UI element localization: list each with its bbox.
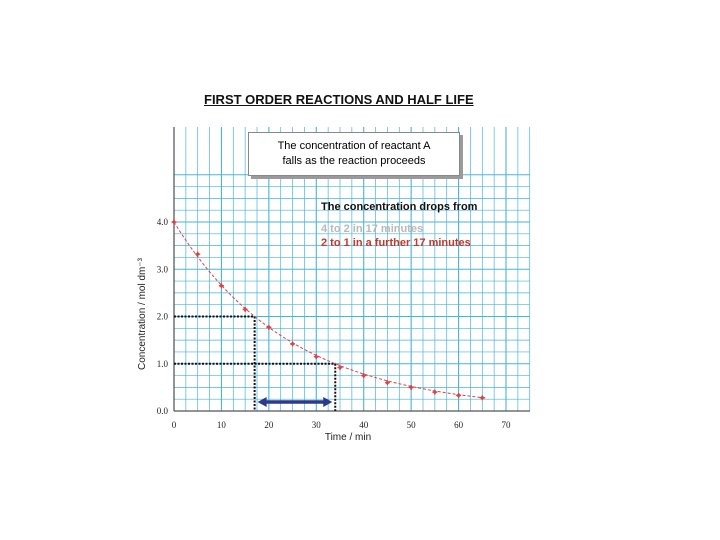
x-axis-label: Time / min <box>325 432 371 443</box>
note-heading: The concentration drops from <box>321 201 478 213</box>
data-point <box>266 324 272 330</box>
data-point <box>171 219 177 225</box>
half-life-guides <box>174 315 337 411</box>
data-point <box>195 251 201 257</box>
x-tick-label: 30 <box>312 420 322 430</box>
x-tick-label: 10 <box>217 420 227 430</box>
x-tick-label: 40 <box>359 420 369 430</box>
data-point <box>218 283 224 289</box>
callout-line-1: The concentration of reactant A <box>277 140 431 152</box>
y-tick-label: 4.0 <box>157 217 169 227</box>
data-point <box>408 384 414 390</box>
data-point <box>290 341 296 347</box>
x-tick-label: 20 <box>264 420 274 430</box>
y-tick-label: 0.0 <box>157 406 169 416</box>
concentration-callout: The concentration of reactant A falls as… <box>248 132 460 176</box>
data-point <box>361 373 367 379</box>
note-second-half-life: 2 to 1 in a further 17 minutes <box>321 237 471 249</box>
y-tick-label: 1.0 <box>157 359 169 369</box>
x-tick-label: 70 <box>502 420 512 430</box>
data-point <box>456 392 462 398</box>
x-tick-label: 60 <box>454 420 464 430</box>
x-tick-label: 50 <box>407 420 417 430</box>
data-point <box>337 365 343 371</box>
data-point <box>384 380 390 386</box>
callout-line-2: falls as the reaction proceeds <box>282 155 426 167</box>
data-point <box>479 395 485 401</box>
data-points <box>171 219 485 401</box>
x-tick-label: 0 <box>172 420 177 430</box>
note-first-half-life: 4 to 2 in 17 minutes <box>321 223 424 235</box>
y-tick-label: 2.0 <box>157 312 169 322</box>
y-axis-label: Concentration / mol dm⁻³ <box>137 257 148 370</box>
page-title: FIRST ORDER REACTIONS AND HALF LIFE <box>204 92 474 107</box>
data-point <box>242 306 248 312</box>
tick-labels: 0 10 20 30 40 50 60 70 0.0 1.0 2.0 3.0 4.0 <box>157 217 511 430</box>
axis-labels: Time / min Concentration / mol dm⁻³ <box>137 257 371 443</box>
y-tick-label: 3.0 <box>157 264 169 274</box>
half-life-arrow <box>257 397 333 407</box>
data-point <box>432 389 438 395</box>
data-point <box>313 354 319 360</box>
